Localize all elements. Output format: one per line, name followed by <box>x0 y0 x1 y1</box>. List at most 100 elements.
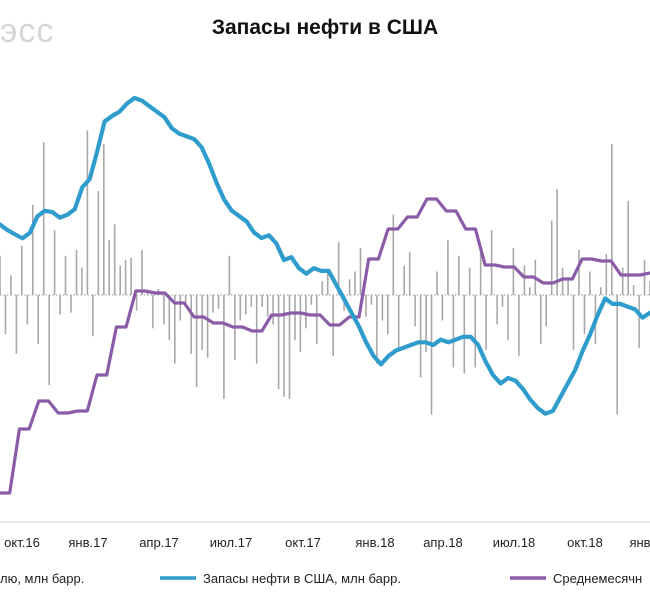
change-bar <box>86 130 89 295</box>
x-tick-label: июл.18 <box>493 535 535 550</box>
change-bar <box>119 265 121 295</box>
change-bar <box>21 246 23 295</box>
change-bar <box>501 295 504 307</box>
change-bar <box>567 277 569 295</box>
x-tick-label: июл.17 <box>210 535 252 550</box>
change-bar <box>583 295 586 335</box>
x-tick-label: апр.17 <box>139 535 179 550</box>
change-bar <box>643 259 646 295</box>
change-bar <box>108 240 110 295</box>
change-bar <box>518 295 520 356</box>
change-bar <box>195 295 198 388</box>
change-bar <box>141 249 143 295</box>
change-bar <box>10 275 12 295</box>
change-bar <box>283 295 285 397</box>
x-tick-label: янв <box>629 535 650 550</box>
change-bar <box>250 295 253 307</box>
change-bar <box>458 255 460 295</box>
change-bar <box>561 267 564 295</box>
change-bar <box>447 240 449 295</box>
change-bar <box>430 295 433 415</box>
change-bar <box>496 295 498 325</box>
legend-label: Среднемесячн <box>553 571 642 586</box>
change-bar <box>589 271 591 295</box>
change-bar <box>348 279 351 295</box>
change-bar <box>326 269 329 295</box>
change-bar <box>223 295 225 399</box>
change-bar <box>359 248 362 295</box>
change-bar <box>523 265 526 295</box>
legend: лю, млн барр. Запасы нефти в США, млн бар… <box>0 571 642 586</box>
change-bar <box>245 295 247 315</box>
change-bar <box>376 295 378 364</box>
change-bar <box>130 257 132 295</box>
change-bar <box>605 253 608 295</box>
change-bar <box>70 295 72 313</box>
change-bar <box>600 287 602 295</box>
change-bar <box>414 295 416 327</box>
change-bar <box>206 295 209 358</box>
change-bar <box>316 295 318 344</box>
change-bar <box>507 295 509 341</box>
series-lines <box>0 95 650 495</box>
change-bar <box>540 295 542 344</box>
watermark: эсс <box>0 12 55 50</box>
change-bar <box>337 242 340 295</box>
x-tick-label: апр.18 <box>423 535 463 550</box>
change-bar <box>572 295 575 350</box>
change-bar <box>632 285 635 295</box>
change-bar <box>124 259 127 295</box>
change-bar <box>468 267 471 295</box>
change-bar <box>113 224 116 295</box>
change-bar <box>174 295 176 364</box>
change-bar <box>53 230 56 295</box>
change-bar <box>299 295 302 352</box>
change-bar <box>638 295 640 348</box>
change-bar <box>545 295 547 327</box>
change-bar <box>578 249 580 295</box>
change-bar <box>365 295 367 317</box>
change-bar <box>621 267 624 295</box>
change-bar <box>42 142 45 295</box>
change-bar <box>228 255 231 295</box>
change-bar <box>425 295 427 352</box>
change-bar <box>288 295 291 399</box>
change-bar <box>452 295 455 368</box>
change-bar <box>294 295 296 341</box>
chart-title: Запасы нефти в США <box>211 16 439 39</box>
change-bar <box>381 295 384 321</box>
change-bar <box>163 295 165 325</box>
change-bar <box>4 295 7 335</box>
change-bar <box>59 295 61 315</box>
change-bar <box>48 295 50 386</box>
change-bar <box>441 295 444 321</box>
change-bar <box>529 287 531 295</box>
change-bar <box>26 295 29 325</box>
change-bar <box>266 295 269 317</box>
change-bar <box>201 295 203 350</box>
legend-label: Запасы нефти в США, млн барр. <box>203 571 401 586</box>
change-bar <box>616 295 618 415</box>
change-bar <box>15 295 18 354</box>
change-bar <box>179 295 182 321</box>
change-bar <box>397 295 400 348</box>
change-bar <box>217 295 220 309</box>
change-bar <box>611 144 613 295</box>
change-bar <box>479 246 482 295</box>
x-axis-ticks: окт.16 янв.17 апр.17 июл.17 окт.17 янв.18 апр.… <box>4 535 650 550</box>
x-tick-label: окт.16 <box>4 535 40 550</box>
change-bar <box>75 249 78 295</box>
change-bar <box>512 248 515 295</box>
x-tick-label: янв.18 <box>355 535 394 550</box>
change-bar <box>81 267 83 295</box>
change-bar <box>408 251 411 295</box>
change-bar <box>184 295 187 307</box>
change-bar <box>305 295 307 329</box>
change-bar <box>146 291 149 295</box>
change-bar <box>37 295 39 344</box>
change-bar <box>392 214 395 295</box>
change-bar <box>255 295 258 364</box>
change-bar <box>0 255 1 295</box>
change-bar <box>485 295 487 350</box>
